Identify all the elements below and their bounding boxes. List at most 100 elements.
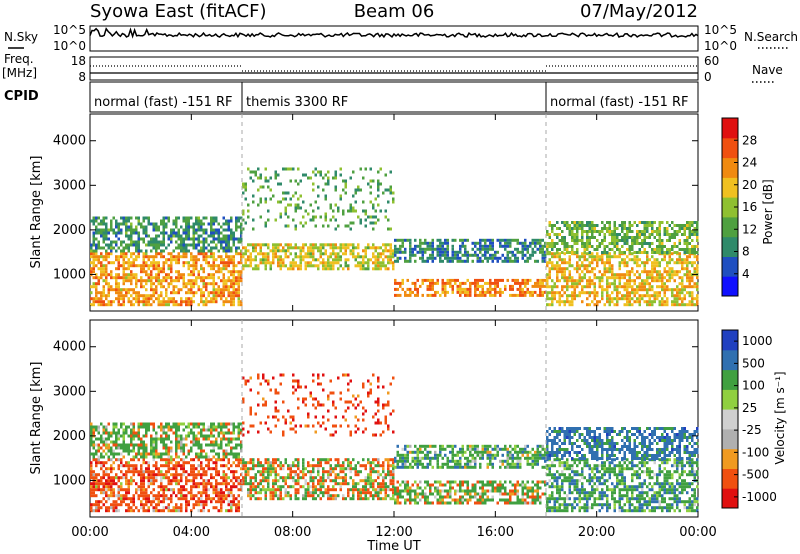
heatmap-cell	[135, 470, 138, 474]
heatmap-cell	[167, 464, 170, 468]
heatmap-cell	[299, 179, 302, 183]
heatmap-cell	[205, 488, 208, 492]
heatmap-cell	[105, 279, 108, 283]
heatmap-cell	[396, 259, 399, 263]
heatmap-cell	[222, 240, 225, 244]
heatmap-cell	[202, 428, 205, 432]
heatmap-cell	[107, 506, 110, 510]
heatmap-cell	[666, 239, 669, 242]
heatmap-cell	[476, 241, 479, 245]
heatmap-cell	[556, 233, 559, 236]
heatmap-cell	[227, 285, 230, 289]
heatmap-cell	[681, 285, 684, 289]
heatmap-cell	[127, 264, 130, 268]
heatmap-cell	[135, 258, 138, 262]
heatmap-cell	[272, 252, 275, 256]
heatmap-cell	[504, 241, 507, 245]
heatmap-cell	[544, 241, 547, 245]
heatmap-cell	[222, 264, 225, 268]
heatmap-cell	[451, 287, 454, 291]
heatmap-cell	[90, 440, 93, 444]
heatmap-cell	[558, 300, 561, 304]
heatmap-cell	[165, 425, 168, 429]
heatmap-cell	[235, 437, 238, 441]
heatmap-cell	[252, 467, 255, 471]
heatmap-cell	[618, 251, 621, 254]
heatmap-cell	[693, 230, 696, 233]
heatmap-cell	[661, 258, 664, 262]
heatmap-cell	[626, 285, 629, 289]
heatmap-cell	[200, 434, 203, 438]
heatmap-cell	[514, 253, 517, 257]
heatmap-cell	[100, 506, 103, 510]
heatmap-cell	[177, 279, 180, 283]
heatmap-cell	[608, 261, 611, 265]
heatmap-cell	[187, 449, 190, 453]
heatmap-cell	[105, 446, 108, 450]
heatmap-cell	[556, 264, 559, 268]
heatmap-cell	[217, 509, 220, 513]
heatmap-cell	[292, 470, 295, 474]
heatmap-cell	[192, 228, 195, 232]
heatmap-cell	[593, 291, 596, 295]
heatmap-cell	[369, 179, 372, 183]
heatmap-cell	[696, 230, 699, 233]
heatmap-cell	[279, 249, 282, 253]
heatmap-cell	[352, 491, 355, 495]
heatmap-cell	[558, 297, 561, 301]
heatmap-cell	[232, 240, 235, 244]
heatmap-cell	[122, 261, 125, 265]
heatmap-cell	[591, 258, 594, 262]
heatmap-cell	[137, 509, 140, 513]
heatmap-cell	[563, 248, 566, 251]
heatmap-cell	[190, 282, 193, 286]
heatmap-cell	[309, 176, 312, 180]
heatmap-cell	[150, 273, 153, 277]
heatmap-cell	[431, 253, 434, 257]
heatmap-cell	[342, 467, 345, 471]
heatmap-cell	[668, 279, 671, 283]
heatmap-cell	[568, 227, 571, 230]
heatmap-cell	[150, 270, 153, 274]
heatmap-cell	[130, 428, 133, 432]
heatmap-cell	[382, 264, 385, 268]
heatmap-cell	[142, 255, 145, 259]
heatmap-cell	[92, 270, 95, 274]
heatmap-cell	[668, 270, 671, 274]
heatmap-cell	[439, 238, 442, 242]
heatmap-cell	[673, 224, 676, 227]
heatmap-cell	[187, 291, 190, 295]
heatmap-cell	[212, 279, 215, 283]
heatmap-cell	[210, 240, 213, 244]
heatmap-cell	[299, 194, 302, 198]
heatmap-cell	[157, 279, 160, 283]
heatmap-cell	[240, 258, 243, 262]
heatmap-cell	[581, 236, 584, 239]
heatmap-cell	[242, 482, 245, 486]
heatmap-cell	[494, 250, 497, 254]
heatmap-cell	[90, 494, 93, 498]
heatmap-cell	[514, 293, 517, 297]
heatmap-cell	[491, 293, 494, 297]
heatmap-cell	[294, 491, 297, 495]
heatmap-cell	[107, 261, 110, 265]
heatmap-cell	[327, 473, 330, 477]
heatmap-cell	[147, 485, 150, 489]
heatmap-cell	[175, 434, 178, 438]
heatmap-cell	[606, 297, 609, 301]
heatmap-cell	[90, 243, 93, 247]
heatmap-cell	[90, 470, 93, 474]
heatmap-cell	[658, 236, 661, 239]
heatmap-cell	[227, 452, 230, 456]
heatmap-cell	[302, 173, 305, 177]
heatmap-cell	[466, 278, 469, 282]
heatmap-cell	[165, 300, 168, 304]
heatmap-cell	[187, 297, 190, 301]
heatmap-cell	[546, 264, 549, 268]
heatmap-cell	[127, 461, 130, 465]
heatmap-cell	[369, 200, 372, 204]
heatmap-cell	[152, 482, 155, 486]
heatmap-cell	[464, 259, 467, 263]
heatmap-cell	[304, 255, 307, 259]
heatmap-cell	[426, 259, 429, 263]
